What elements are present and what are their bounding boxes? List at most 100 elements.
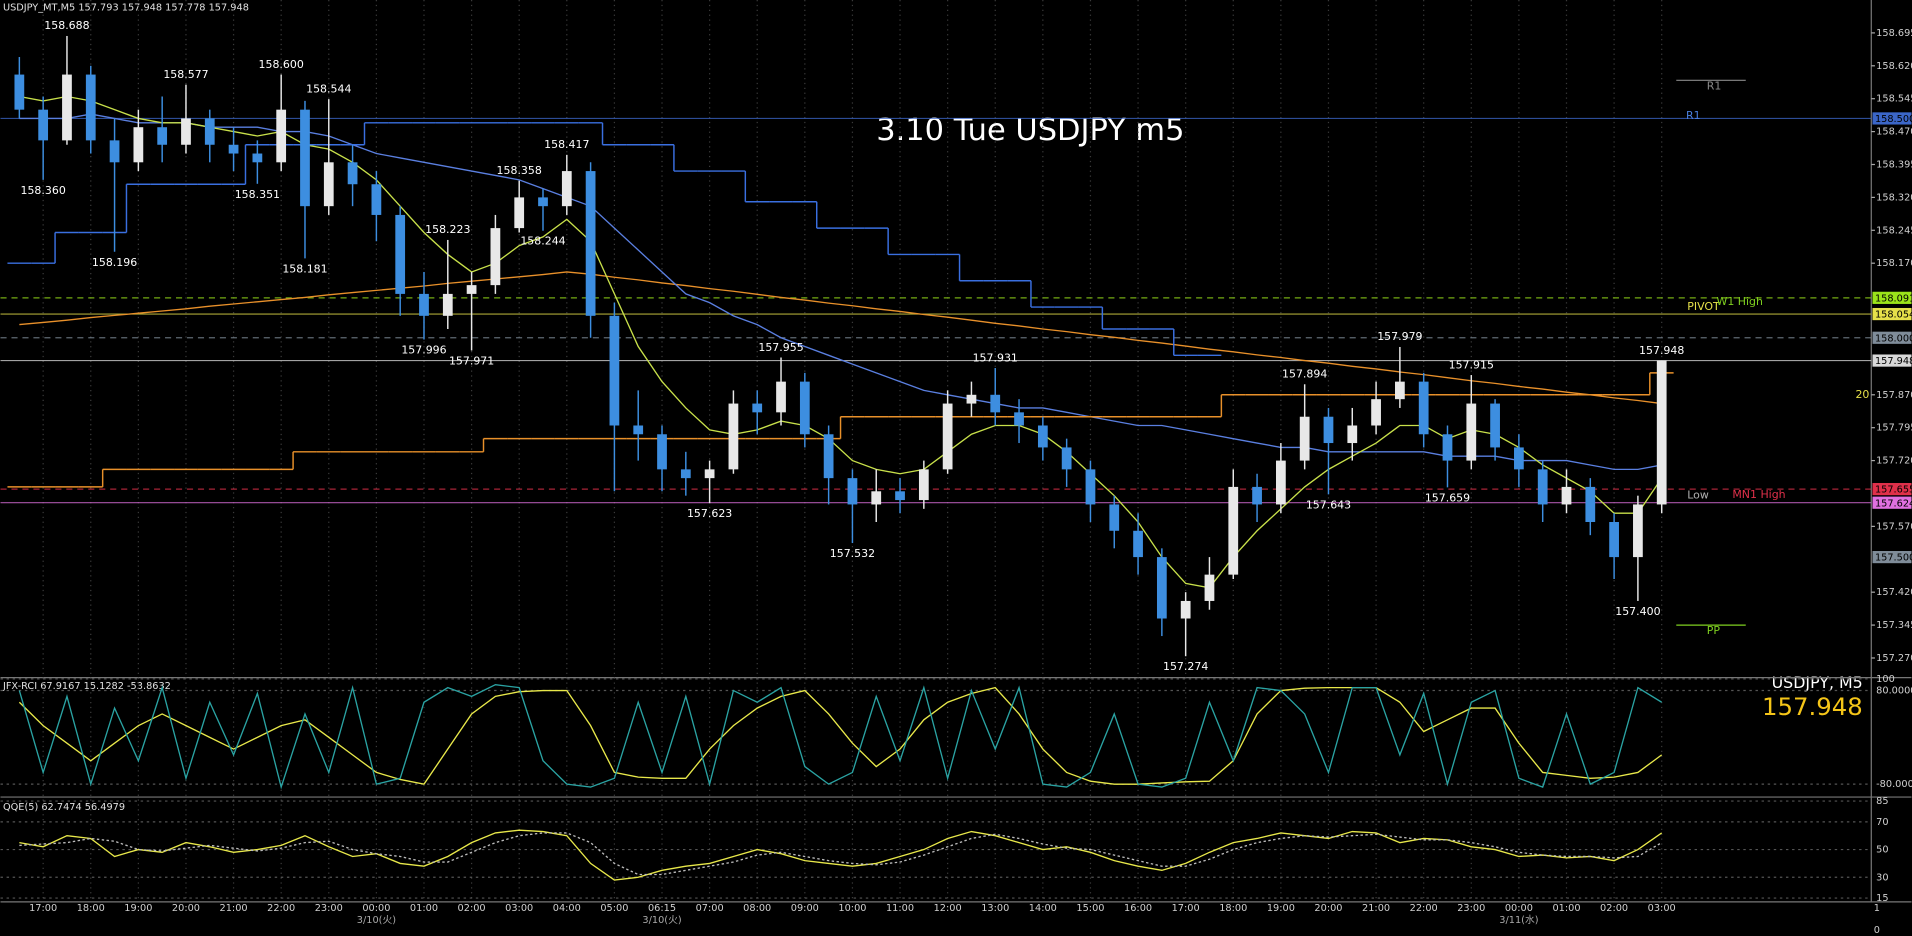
candle-body xyxy=(704,469,715,479)
level-box-label: 158.091 xyxy=(1875,293,1912,304)
price-annotation: 157.955 xyxy=(758,341,803,354)
level-box xyxy=(1872,496,1912,509)
price-annotation: 158.544 xyxy=(306,82,351,95)
x-tick-label: 01:00 xyxy=(1552,903,1580,914)
candle-body xyxy=(1490,403,1500,448)
date-label: 3/10(火) xyxy=(357,915,396,926)
price-annotation: 157.659 xyxy=(1425,491,1470,504)
candle-body xyxy=(871,491,882,505)
y-tick-label: 158.170 xyxy=(1876,258,1912,269)
chart-header: USDJPY_MT,M5 157.793 157.948 157.778 157… xyxy=(3,2,249,13)
candle-body xyxy=(776,381,786,413)
y-tick-label: 50 xyxy=(1876,845,1888,856)
x-tick-label: 10:00 xyxy=(838,903,866,914)
candle-body xyxy=(1418,381,1429,435)
price-annotation: 158.688 xyxy=(44,19,89,32)
y-tick-label: 157.795 xyxy=(1876,423,1912,434)
indicator-line xyxy=(18,686,1663,785)
price-annotation: 158.181 xyxy=(282,262,327,275)
x-tick-label: 18:00 xyxy=(1219,903,1247,914)
candle-body xyxy=(657,434,667,470)
x-tick-label: 11:00 xyxy=(886,903,914,914)
y-tick-label: 158.470 xyxy=(1876,127,1912,138)
price-annotation: 158.417 xyxy=(544,138,589,151)
y-tick-label: 30 xyxy=(1876,872,1888,883)
x-tick-label: 21:00 xyxy=(1362,903,1390,914)
y-tick-label: 158.320 xyxy=(1876,192,1912,203)
candle-body xyxy=(1109,504,1120,531)
candle-body xyxy=(514,197,525,229)
candle-body xyxy=(609,315,620,426)
candle-body xyxy=(561,171,572,207)
candle-body xyxy=(157,127,168,145)
level-label: R1 xyxy=(1686,109,1701,122)
y-tick-label: 157.570 xyxy=(1876,521,1912,532)
candle-body xyxy=(1371,399,1381,426)
level-label: 20 xyxy=(1855,388,1869,401)
y-tick-label: 158.695 xyxy=(1876,28,1912,39)
x-tick-label: 21:00 xyxy=(220,903,248,914)
x-tick-label: 19:00 xyxy=(124,903,152,914)
date-label: 3/10(火) xyxy=(642,915,681,926)
x-tick-label: 07:00 xyxy=(696,903,724,914)
x-tick-label: 17:00 xyxy=(29,903,57,914)
candle-body xyxy=(990,394,1001,413)
level-box-label: 157.500 xyxy=(1875,553,1912,564)
price-annotation: 158.196 xyxy=(92,256,137,269)
x-tick-label: 03:00 xyxy=(505,903,533,914)
candle-body xyxy=(1061,447,1072,470)
level-label: W1 High xyxy=(1717,295,1764,308)
level-box xyxy=(1872,291,1912,304)
candle-body xyxy=(1656,360,1667,505)
x-tick-label: 23:00 xyxy=(1457,903,1485,914)
candle-body xyxy=(228,144,239,154)
candle-body xyxy=(300,109,310,207)
footer-tick: 0 xyxy=(1874,925,1880,936)
price-label: 157.948 xyxy=(1762,692,1863,721)
indicator-line xyxy=(18,684,1663,790)
level-box-label: 157.948 xyxy=(1875,356,1912,367)
candle-body xyxy=(1561,486,1572,505)
price-annotation: 157.915 xyxy=(1449,358,1494,371)
candle-body xyxy=(823,434,834,479)
price-annotation: 157.996 xyxy=(401,343,446,356)
x-tick-label: 18:00 xyxy=(77,903,105,914)
candle-body xyxy=(1585,486,1596,522)
y-tick-label: 100 xyxy=(1876,674,1895,685)
level-label: R1 xyxy=(1707,79,1722,92)
x-tick-label: 03:00 xyxy=(1648,903,1676,914)
y-tick-label: 15 xyxy=(1876,893,1888,904)
x-tick-label: 04:00 xyxy=(553,903,581,914)
moving-average xyxy=(19,271,1662,405)
candle-body xyxy=(442,293,453,316)
candle-body xyxy=(1323,416,1334,444)
candle-body xyxy=(347,162,358,185)
moving-average xyxy=(19,95,1663,589)
candle-body xyxy=(1299,416,1310,461)
level-box-label: 157.655 xyxy=(1875,485,1912,496)
level-box-label: 158.500 xyxy=(1875,114,1912,125)
level-box-label: 158.054 xyxy=(1875,310,1912,321)
y-tick-label: 158.545 xyxy=(1876,94,1912,105)
moving-average xyxy=(19,113,1662,471)
x-tick-label: 00:00 xyxy=(1505,903,1533,914)
candle-body xyxy=(1037,425,1048,448)
candle-body xyxy=(918,469,929,501)
y-tick-label: 157.345 xyxy=(1876,620,1912,631)
x-tick-label: 01:00 xyxy=(410,903,438,914)
x-tick-label: 02:00 xyxy=(1600,903,1628,914)
price-annotation: 157.532 xyxy=(830,547,875,560)
level-box-label: 158.000 xyxy=(1875,333,1912,344)
x-tick-label: 15:00 xyxy=(1076,903,1104,914)
level-box xyxy=(1872,483,1912,496)
x-tick-label: 19:00 xyxy=(1267,903,1295,914)
candle-body xyxy=(1014,412,1024,426)
candle-body xyxy=(1609,521,1619,558)
level-label: Low xyxy=(1687,489,1709,502)
level-box xyxy=(1872,550,1912,564)
y-tick-label: 157.870 xyxy=(1876,390,1912,401)
candle-body xyxy=(109,140,120,163)
